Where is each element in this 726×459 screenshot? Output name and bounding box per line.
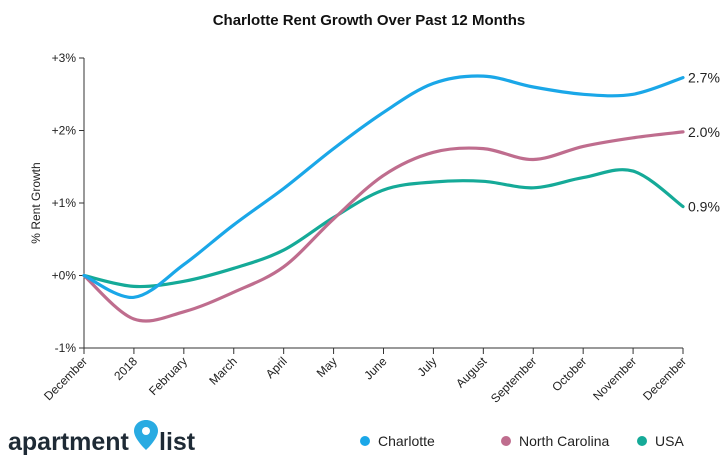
end-label-north-carolina: 2.0%: [688, 124, 720, 140]
series-lines: [82, 74, 685, 323]
x-tick-label: November: [590, 354, 639, 403]
legend-label-north-carolina: North Carolina: [519, 433, 609, 449]
logo-word-list: list: [159, 428, 196, 456]
x-tick-label: March: [206, 354, 239, 387]
end-label-usa: 0.9%: [688, 199, 720, 215]
x-tick-label: September: [488, 354, 539, 405]
end-labels: 2.7% 2.0% 0.9%: [688, 70, 720, 215]
map-pin-icon: [134, 420, 158, 450]
y-axis-label: % Rent Growth: [29, 162, 43, 243]
x-tick-label: February: [146, 354, 190, 398]
legend-swatch-usa: [637, 436, 647, 446]
y-tick-label: -1%: [55, 341, 77, 355]
y-tick-label: +1%: [52, 196, 77, 210]
x-tick-label: October: [549, 354, 589, 394]
legend-label-charlotte: Charlotte: [378, 433, 435, 449]
legend-item-charlotte: Charlotte: [360, 433, 435, 449]
chart-title: Charlotte Rent Growth Over Past 12 Month…: [213, 12, 526, 29]
y-tick-label: +2%: [52, 124, 77, 138]
x-tick-label: June: [361, 354, 390, 383]
legend-swatch-north-carolina: [501, 436, 511, 446]
x-tick-label: December: [41, 354, 90, 403]
x-tick-label: August: [453, 354, 490, 391]
end-label-charlotte: 2.7%: [688, 70, 720, 86]
legend: Charlotte North Carolina USA: [360, 433, 684, 449]
series-line-charlotte: [82, 74, 685, 299]
series-line-usa: [82, 168, 685, 289]
series-line-north-carolina: [82, 130, 685, 323]
legend-label-usa: USA: [655, 433, 684, 449]
x-tick-label: December: [640, 354, 689, 403]
x-tick-label: April: [263, 354, 290, 381]
x-tick-label: July: [415, 354, 440, 379]
logo-word-apartment: apartment: [8, 428, 130, 456]
x-tick-label: May: [314, 354, 340, 380]
y-tick-label: +0%: [52, 269, 77, 283]
legend-item-north-carolina: North Carolina: [501, 433, 609, 449]
legend-swatch-charlotte: [360, 436, 370, 446]
y-tick-label: +3%: [52, 51, 77, 65]
apartment-list-logo: apartment list: [8, 420, 196, 456]
x-tick-label: 2018: [111, 354, 140, 383]
axes: +3%+2%+1%+0%-1%December 2018 February March…: [41, 51, 689, 406]
legend-item-usa: USA: [637, 433, 684, 449]
